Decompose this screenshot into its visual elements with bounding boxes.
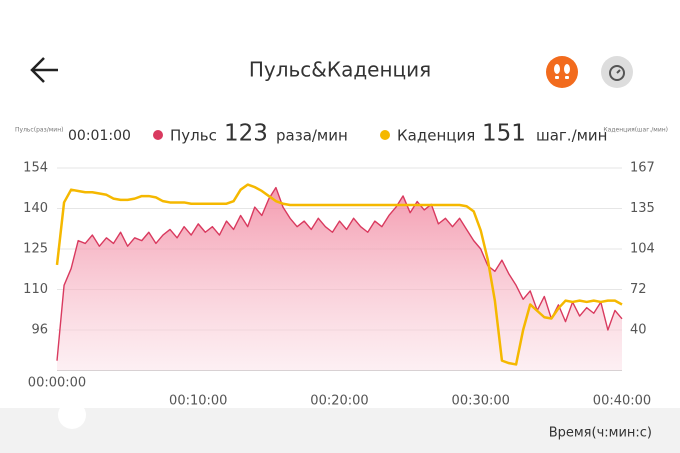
y-tick-label: 96 <box>31 323 48 338</box>
steps-icon-bg <box>546 56 578 88</box>
cursor-time: 00:01:00 <box>68 128 131 144</box>
y2-tick-label: 72 <box>630 282 647 297</box>
plot: 154 140 125 110 96 167 135 104 72 40 00:00:00 00:10… <box>23 161 655 409</box>
pulse-dot <box>153 130 163 140</box>
series-line <box>56 186 623 361</box>
pulse-unit: раза/мин <box>276 127 348 145</box>
x-tick-label: 00:10:00 <box>169 394 227 409</box>
y-axis-label: Пульс(раз/мин) <box>15 127 63 134</box>
back-arrow <box>30 57 58 83</box>
y2-tick-label: 40 <box>630 323 647 338</box>
y2-tick-label: 167 <box>630 161 655 176</box>
x-tick-label: 00:30:00 <box>452 394 510 409</box>
x-tick-label: 00:40:00 <box>593 394 651 409</box>
heel-right <box>565 76 569 79</box>
steps-button[interactable] <box>546 56 578 88</box>
x-tick-label: 00:20:00 <box>310 394 368 409</box>
y2-axis-label: Каденция(шаг./мин) <box>603 127 668 134</box>
x-tick-label: 00:00:00 <box>28 376 86 391</box>
pulse-area <box>57 187 622 371</box>
heel-left <box>555 76 559 79</box>
foot-right <box>564 64 570 74</box>
y-tick-label: 110 <box>23 282 48 297</box>
back-button[interactable] <box>30 57 58 83</box>
page-title: Пульс&Каденция <box>249 58 431 82</box>
y2-tick-label: 104 <box>630 242 655 257</box>
y-tick-label: 140 <box>23 201 48 216</box>
pulse-value: 123 <box>224 121 268 147</box>
y-tick-label: 154 <box>23 161 48 176</box>
y2-tick-label: 135 <box>630 201 655 216</box>
scroll-bar[interactable] <box>0 408 680 453</box>
pace-icon <box>609 65 625 81</box>
foot-left <box>554 64 560 74</box>
cadence-value: 151 <box>482 121 526 147</box>
series-line <box>55 183 623 366</box>
pace-button[interactable] <box>601 56 633 88</box>
cadence-dot <box>380 130 390 140</box>
pace-needle <box>616 69 621 74</box>
pulse-name: Пульс <box>170 127 217 145</box>
x-axis-label: Время(ч:мин:с) <box>549 426 652 441</box>
scroll-handle[interactable] <box>58 401 86 429</box>
cadence-name: Каденция <box>397 127 475 145</box>
cadence-unit: шаг./мин <box>536 127 608 145</box>
y-tick-label: 125 <box>23 242 48 257</box>
